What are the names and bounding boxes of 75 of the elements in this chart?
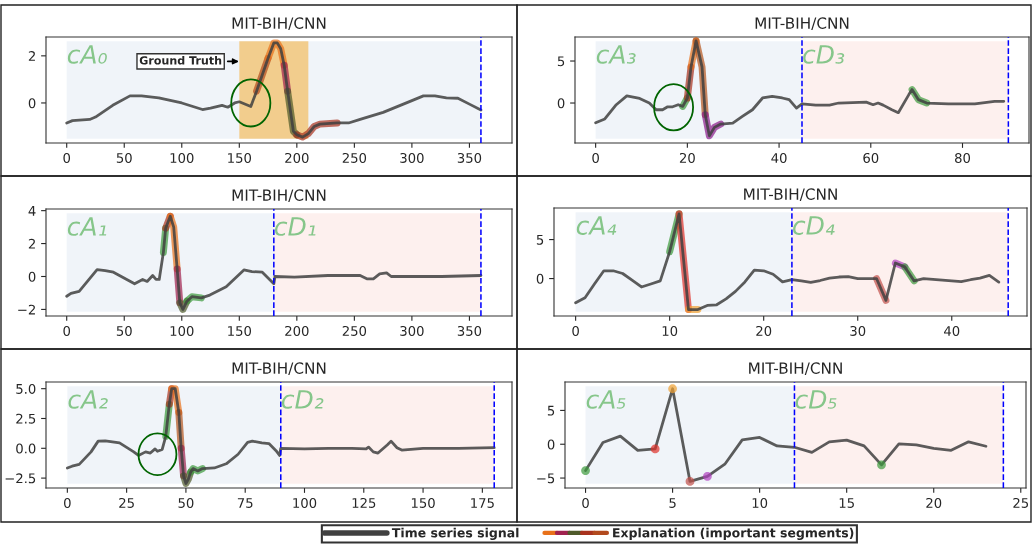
y-tick-label: 5: [547, 405, 555, 416]
x-tick-label: 25: [1013, 497, 1029, 508]
band-label: cD₁: [274, 217, 316, 236]
band-label: cD₂: [281, 390, 324, 409]
x-tick-label: 350: [457, 325, 482, 336]
y-tick-label: 5.0: [16, 383, 36, 394]
y-tick-label: −2.5: [5, 473, 36, 484]
x-tick-label: 350: [457, 152, 482, 163]
chart-title: MIT-BIH/CNN: [232, 189, 326, 203]
x-tick-label: 0: [63, 325, 71, 336]
x-tick-label: 125: [352, 497, 376, 508]
x-tick-label: 0: [592, 152, 599, 163]
x-tick-label: 0: [582, 497, 589, 508]
y-tick-label: 0.0: [16, 443, 36, 454]
x-tick-label: 300: [400, 325, 424, 336]
x-tick-label: 150: [228, 325, 252, 336]
chart-title: MIT-BIH/CNN: [232, 17, 326, 31]
x-tick-label: 15: [839, 498, 854, 508]
y-tick-label: 0: [28, 271, 36, 282]
x-tick-label: 300: [400, 152, 424, 163]
y-tick-label: 2.5: [16, 413, 36, 424]
x-tick-label: 150: [411, 497, 435, 508]
y-tick-label: 0: [536, 273, 544, 284]
x-tick-label: 100: [170, 152, 194, 163]
band-label: cD₅: [795, 390, 837, 409]
x-tick-label: 100: [293, 497, 317, 508]
band-label: cD₄: [793, 216, 835, 235]
x-tick-label: 0: [572, 325, 579, 336]
x-tick-label: 100: [170, 325, 194, 336]
x-tick-label: 20: [756, 325, 772, 336]
x-tick-label: 10: [752, 497, 768, 508]
x-tick-label: 50: [178, 497, 194, 508]
chart-title: MIT-BIH/CNN: [755, 17, 849, 31]
x-tick-label: 20: [679, 152, 695, 163]
band-label: cA₁: [67, 217, 107, 236]
x-tick-label: 0: [64, 497, 71, 508]
band-label: cA₂: [68, 390, 108, 409]
y-tick-label: 2: [28, 51, 35, 61]
x-tick-label: 40: [944, 325, 960, 336]
band-label: cA₄: [576, 216, 617, 235]
x-tick-label: 10: [662, 325, 678, 336]
y-tick-label: 0: [547, 439, 555, 450]
chart-title: MIT-BIH/CNN: [232, 362, 326, 376]
x-tick-label: 150: [228, 152, 252, 163]
chart-title: MIT-BIH/CNN: [744, 188, 837, 202]
x-tick-label: 5: [669, 498, 676, 508]
y-tick-label: 0: [28, 98, 36, 109]
x-tick-label: 60: [863, 152, 879, 163]
x-tick-label: 80: [955, 152, 971, 163]
band-label: cD₃: [803, 45, 845, 64]
x-tick-label: 25: [119, 497, 134, 508]
x-tick-label: 200: [285, 325, 309, 336]
y-tick-label: 4: [28, 206, 36, 216]
x-tick-label: 175: [471, 498, 494, 508]
x-tick-label: 30: [850, 325, 866, 336]
y-tick-label: −5: [537, 473, 555, 484]
x-tick-label: 50: [116, 152, 132, 163]
x-tick-label: 75: [237, 498, 253, 508]
x-tick-label: 40: [771, 152, 787, 163]
y-tick-label: −2: [18, 304, 35, 315]
chart-title: MIT-BIH/CNN: [749, 362, 842, 376]
band-label: cA₅: [586, 390, 626, 409]
legend-label: Time series signal: [391, 527, 519, 540]
x-tick-label: 50: [116, 325, 132, 336]
y-tick-label: 2: [28, 238, 35, 249]
x-tick-label: 250: [342, 152, 367, 163]
legend-label: Explanation (important segments): [613, 527, 854, 540]
x-tick-label: 250: [342, 325, 367, 336]
x-tick-label: 20: [926, 497, 942, 508]
band-label: cA₃: [596, 45, 636, 64]
x-tick-label: 200: [285, 152, 309, 163]
annotation: Ground Truth: [139, 56, 222, 65]
y-tick-label: 5: [536, 234, 544, 245]
band-label: cA₀: [67, 45, 107, 64]
x-tick-label: 0: [63, 152, 71, 163]
